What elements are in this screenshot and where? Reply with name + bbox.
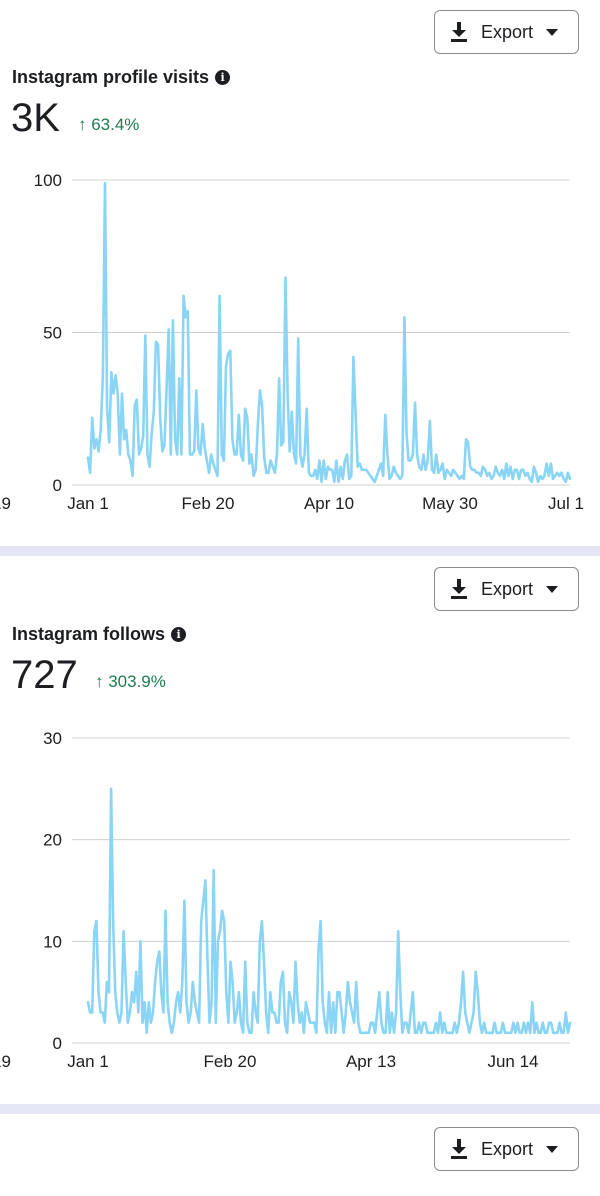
download-icon [451,1139,467,1159]
y-tick-label: 100 [34,171,62,190]
info-icon[interactable]: i [171,627,187,642]
x-tick-label: Jun 14 [487,1052,538,1071]
third-card: Export [0,1114,600,1196]
series-line [86,787,572,1035]
section-divider [0,546,600,556]
x-tick-label: Feb 20 [182,494,235,513]
x-tick-label: Jan 1 [67,1052,109,1071]
chevron-down-icon [546,585,558,593]
x-tick-label: 19 [0,1052,11,1071]
profile-visits-chart: 100 50 0 19 Jan 1 Feb 20 Apr 10 May 30 Jul 1 [0,171,584,513]
y-tick-label: 20 [43,831,62,850]
x-tick-label: 19 [0,494,11,513]
x-tick-label: May 30 [422,494,478,513]
series-line [86,181,572,484]
y-tick-label: 0 [53,1034,62,1053]
y-tick-label: 30 [43,729,62,748]
follows-chart: 30 20 10 0 19 Jan 1 Feb 20 Apr 13 Jun 14 [0,729,572,1071]
y-tick-label: 50 [43,324,62,343]
info-icon[interactable]: i [215,70,231,85]
export-button[interactable]: Export [434,10,579,54]
metric-delta: ↑ 63.4% [78,115,140,134]
follows-card: Export Instagram follows i 727 ↑ 303.9% … [0,556,600,1104]
export-label: Export [481,578,534,599]
x-tick-label: Apr 13 [346,1052,396,1071]
metric-delta: ↑ 303.9% [95,672,166,691]
download-icon [451,579,467,599]
export-button[interactable]: Export [434,567,579,611]
card-title: Instagram profile visits i [12,67,231,88]
y-tick-label: 0 [53,476,62,495]
profile-visits-card: Export Instagram profile visits i 3K ↑ 6… [0,0,600,548]
x-tick-label: Jul 1 [548,494,584,513]
x-tick-label: Feb 20 [204,1052,257,1071]
card-title: Instagram follows i [12,624,187,645]
chevron-down-icon [546,1145,558,1153]
export-label: Export [481,1138,534,1159]
x-tick-label: Apr 10 [304,494,354,513]
section-divider [0,1104,600,1114]
chevron-down-icon [546,28,558,36]
export-label: Export [481,21,534,42]
y-tick-label: 10 [43,932,62,951]
export-button[interactable]: Export [434,1127,579,1171]
metric-total: 727 [11,653,78,697]
x-tick-label: Jan 1 [67,494,109,513]
metric-total: 3K [11,96,60,140]
download-icon [451,22,467,42]
